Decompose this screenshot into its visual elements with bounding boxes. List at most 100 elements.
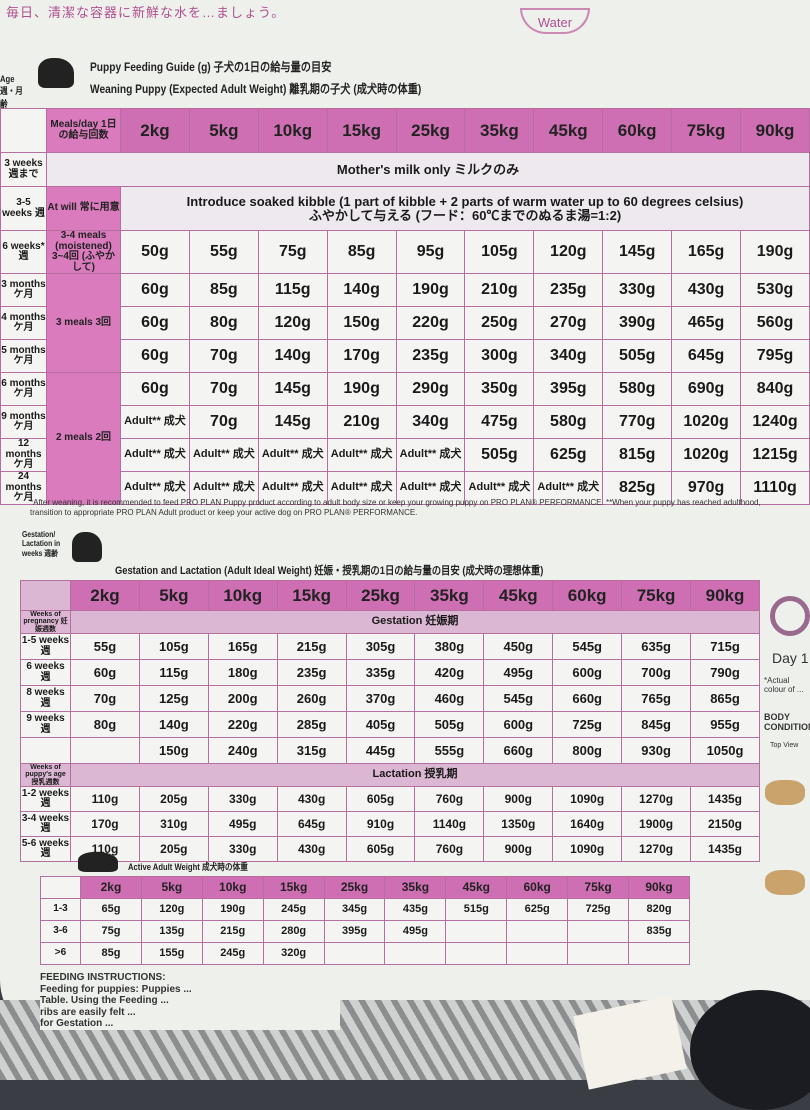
weight-header: 90kg: [740, 108, 810, 153]
feeding-amount: Adult** 成犬: [188, 471, 259, 505]
feeding-guide-panel: 毎日、清潔な容器に新鮮な水を…ましょう。 Water Puppy Feeding…: [0, 0, 810, 1040]
weight-header: 5kg: [140, 876, 203, 899]
age-cell: Weeks of puppy's age 授乳週数: [20, 763, 71, 788]
feeding-amount: 625g: [533, 438, 604, 472]
weight-header: 25kg: [323, 876, 386, 899]
feeding-amount: 430g: [276, 836, 347, 863]
table-row: >6 85g 155g 245g 320g: [40, 942, 690, 965]
feeding-amount: 645g: [671, 339, 742, 373]
feeding-amount: 430g: [671, 273, 742, 307]
feeding-amount: 165g: [207, 633, 278, 661]
feeding-amount: 795g: [740, 339, 810, 373]
feeding-amount: Adult** 成犬: [395, 471, 466, 505]
feeding-amount: 120g: [533, 230, 604, 274]
feeding-amount: 390g: [602, 306, 673, 340]
table-row: 3-6 75g 135g 215g 280g 395g 495g 835g: [40, 920, 690, 943]
weight-header: 90kg: [628, 876, 690, 899]
feeding-amount: 760g: [414, 786, 485, 813]
feeding-amount: 190g: [740, 230, 810, 274]
feeding-amount: Adult** 成犬: [120, 405, 190, 439]
table-row: 5-6 weeks 週 110g 205g 330g 430g 605g 760g 900g 1…: [20, 836, 760, 863]
feeding-amount: 60g: [70, 659, 140, 687]
footer-line: FEEDING INSTRUCTIONS:: [40, 972, 166, 983]
feeding-amount: 690g: [671, 372, 742, 406]
puppy-guide-subtitle: Weaning Puppy (Expected Adult Weight) 離乳…: [90, 82, 422, 96]
feeding-amount: 215g: [276, 633, 347, 661]
feeding-amount: 845g: [621, 711, 692, 739]
feeding-amount: 820g: [628, 898, 690, 921]
feeding-amount: 210g: [464, 273, 535, 307]
table-row: 1-5 weeks 週 55g 105g 165g 215g 305g 380g 450g 54…: [20, 633, 760, 661]
feeding-amount: 1020g: [671, 405, 742, 439]
weight-header-row: 2kg 5kg 10kg 15kg 25kg 35kg 45kg 60kg 75kg 90kg: [20, 580, 760, 611]
weight-header: 2kg: [120, 108, 190, 153]
active-adult-title: Active Adult Weight 成犬時の体重: [128, 862, 248, 872]
feeding-amount: 205g: [138, 786, 209, 813]
feeding-amount: 105g: [464, 230, 535, 274]
age-cell: 6 weeks* 週: [0, 230, 47, 274]
feeding-amount: 220g: [395, 306, 466, 340]
weight-header: 45kg: [533, 108, 604, 153]
meals-cell: 3-4 meals (moistened) 3~4回 (ふやかして): [46, 230, 121, 274]
mothers-milk-text: Mother's milk only ミルクのみ: [46, 152, 810, 187]
active-adult-table: 2kg 5kg 10kg 15kg 25kg 35kg 45kg 60kg 75kg 90kg 1-…: [40, 876, 690, 965]
feeding-amount: 80g: [188, 306, 259, 340]
feeding-amount: 505g: [464, 438, 535, 472]
feeding-amount: Adult** 成犬: [120, 471, 190, 505]
section-row: Weeks of pregnancy 妊娠週数 Gestation 妊娠期: [20, 609, 760, 635]
weight-header: 45kg: [483, 580, 554, 611]
feeding-amount: 210g: [326, 405, 397, 439]
feeding-amount: 580g: [533, 405, 604, 439]
feeding-amount: 495g: [384, 920, 447, 943]
feeding-amount: 1110g: [740, 471, 810, 505]
feeding-amount: [323, 942, 386, 965]
feeding-amount: 240g: [207, 737, 278, 765]
feeding-amount: 285g: [276, 711, 347, 739]
feeding-amount: 800g: [552, 737, 623, 765]
feeding-amount: Adult** 成犬: [326, 438, 397, 472]
feeding-amount: 350g: [464, 372, 535, 406]
feeding-amount: 715g: [690, 633, 760, 661]
weight-header: 25kg: [395, 108, 466, 153]
feeding-amount: 1090g: [552, 836, 623, 863]
feeding-amount: 1240g: [740, 405, 810, 439]
meals-cell: At will 常に用意: [46, 186, 121, 231]
feeding-amount: 120g: [257, 306, 328, 340]
puppy-feeding-table: Meals/day 1日の給与回数 2kg 5kg 10kg 15kg 25kg 35kg 4…: [0, 108, 810, 505]
table-row: 3 months ケ月 3 meals 3回 60g 85g 115g 140g 190g 2…: [0, 273, 810, 373]
feeding-amount: 475g: [464, 405, 535, 439]
age-cell: 1-3: [40, 898, 81, 921]
feeding-amount: 765g: [621, 685, 692, 713]
dog-body-condition-image: [765, 870, 805, 895]
feeding-amount: 910g: [345, 811, 416, 838]
age-cell: 1-2 weeks 週: [20, 786, 71, 813]
feeding-amount: Adult** 成犬: [326, 471, 397, 505]
feeding-amount: 605g: [345, 786, 416, 813]
feeding-amount: 580g: [602, 372, 673, 406]
feeding-amount: 340g: [533, 339, 604, 373]
feeding-amount: 165g: [671, 230, 742, 274]
feeding-amount: 645g: [276, 811, 347, 838]
table-row: 150g 240g 315g 445g 555g 660g 800g 930g 1050g: [20, 737, 760, 765]
feeding-amount: 505g: [414, 711, 485, 739]
feeding-amount: 60g: [120, 372, 190, 406]
feeding-amount: 430g: [276, 786, 347, 813]
feeding-amount: 445g: [345, 737, 416, 765]
feeding-amount: 250g: [464, 306, 535, 340]
gestation-title: Gestation and Lactation (Adult Ideal Wei…: [115, 565, 544, 577]
weight-header: 5kg: [138, 580, 209, 611]
feeding-amount: 1640g: [552, 811, 623, 838]
feeding-amount: 260g: [276, 685, 347, 713]
feeding-amount: 170g: [70, 811, 140, 838]
weight-header: 35kg: [384, 876, 447, 899]
feeding-amount: 930g: [621, 737, 692, 765]
weight-header: 75kg: [567, 876, 630, 899]
feeding-amount: 60g: [120, 339, 190, 373]
feeding-amount: 495g: [207, 811, 278, 838]
puppy-footnote: *After weaning, it is recommended to fee…: [30, 498, 761, 517]
feeding-amount: 955g: [690, 711, 760, 739]
soaked-kibble-row: 3-5 weeks 週 At will 常に用意 Introduce soaked …: [0, 186, 810, 231]
feeding-amount: [628, 942, 690, 965]
age-cell: 8 weeks 週: [20, 685, 71, 713]
weight-header: 5kg: [188, 108, 259, 153]
